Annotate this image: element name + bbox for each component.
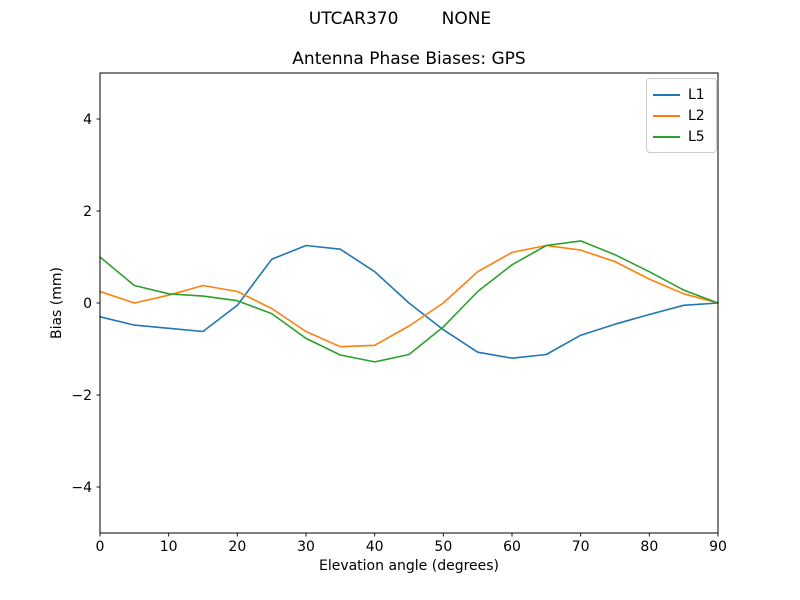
x-tick-label: 60 [503, 539, 521, 555]
figure-suptitle: UTCAR370 NONE [308, 9, 492, 29]
x-tick-label: 20 [228, 539, 246, 555]
y-tick-label: 4 [83, 112, 92, 128]
x-tick-label: 30 [297, 539, 315, 555]
l2-line-sample-icon [653, 114, 680, 117]
series-line-L1 [99, 244, 719, 360]
legend-label-l2: L2 [688, 107, 705, 124]
legend-entry-l5: L5 [653, 126, 713, 147]
chart-title: Antenna Phase Biases: GPS [292, 49, 526, 69]
x-tick-label: 50 [434, 539, 452, 555]
legend-entry-l2: L2 [653, 105, 713, 126]
legend-entry-l1: L1 [653, 84, 713, 105]
x-tick-label: 40 [366, 539, 384, 555]
legend-label-l1: L1 [688, 86, 705, 103]
y-tick-label: 0 [83, 296, 92, 312]
legend: L1 L2 L5 [646, 78, 717, 153]
x-tick-label: 10 [160, 539, 178, 555]
l1-line-sample-icon [653, 93, 680, 96]
y-tick-label: 2 [83, 204, 92, 220]
y-axis-label: Bias (mm) [49, 266, 65, 340]
x-tick-label: 80 [640, 539, 658, 555]
legend-label-l5: L5 [688, 128, 705, 145]
x-tick-label: 90 [709, 539, 727, 555]
x-tick-label: 0 [96, 539, 105, 555]
series-line-L2 [99, 244, 719, 348]
y-tick-label: −2 [71, 388, 92, 404]
l5-line-sample-icon [653, 135, 680, 138]
series-line-L5 [99, 240, 719, 363]
x-axis-label: Elevation angle (degrees) [318, 558, 500, 574]
axes-spines [99, 72, 719, 534]
x-tick-label: 70 [572, 539, 590, 555]
y-tick-label: −4 [71, 480, 92, 496]
